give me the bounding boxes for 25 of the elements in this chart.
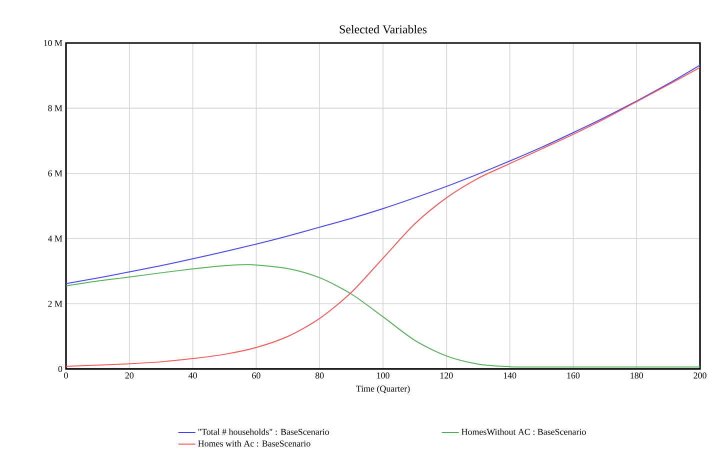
chart-title: Selected Variables [340, 25, 427, 34]
legend-label: HomesWithout AC : BaseScenario [462, 428, 586, 435]
x-tick-label: 60 [252, 372, 260, 379]
y-tick-label: 6 M [48, 170, 62, 176]
y-tick-label: 2 M [48, 300, 62, 307]
x-tick-label: 120 [440, 372, 453, 379]
x-tick-label: 160 [567, 372, 580, 379]
y-tick-label: 10 M [44, 40, 62, 46]
x-tick-label: 100 [377, 372, 390, 379]
legend-label: Homes with Ac : BaseScenario [198, 440, 310, 447]
x-axis-title: Time (Quarter) [356, 385, 410, 394]
y-tick-label: 4 M [48, 236, 62, 242]
line-series [66, 64, 700, 284]
line-series [66, 66, 700, 367]
x-tick-label: 180 [630, 372, 643, 379]
y-tick-label: 8 M [48, 105, 62, 112]
x-tick-label: 0 [64, 372, 68, 379]
legend-label: "Total # households" : BaseScenario [198, 428, 329, 435]
x-tick-label: 140 [504, 372, 516, 379]
x-tick-label: 40 [188, 372, 197, 379]
x-tick-label: 80 [315, 372, 324, 379]
y-tick-label: 0 [58, 366, 62, 372]
line-series [66, 264, 700, 368]
x-tick-label: 200 [694, 372, 706, 379]
x-tick-label: 20 [125, 372, 134, 379]
